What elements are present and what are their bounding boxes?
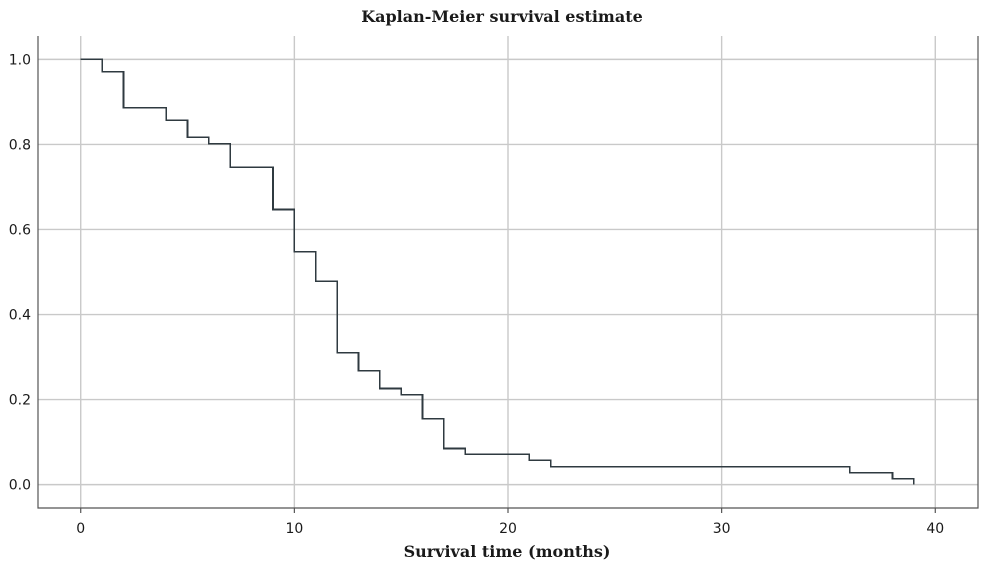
y-tick-label-4: 0.8 bbox=[9, 137, 31, 153]
y-tick-label-5: 1.0 bbox=[9, 52, 31, 68]
y-tick-label-0: 0.0 bbox=[9, 478, 31, 494]
x-tick-label-4: 40 bbox=[926, 521, 944, 537]
chart-title: Kaplan-Meier survival estimate bbox=[361, 7, 643, 26]
survival-curve-0 bbox=[80, 58, 915, 485]
x-axis-label: Survival time (months) bbox=[404, 542, 611, 561]
axes bbox=[37, 36, 979, 513]
x-tick-label-2: 20 bbox=[499, 521, 517, 537]
y-tick-label-3: 0.6 bbox=[9, 222, 31, 238]
x-tick-label-3: 30 bbox=[713, 521, 731, 537]
grid bbox=[38, 36, 978, 508]
x-tick-label-1: 10 bbox=[285, 521, 303, 537]
x-tick-label-0: 0 bbox=[76, 521, 85, 537]
tick-labels: 0 10 20 30 40 0.0 0.2 0.4 0.6 0.8 1.0 bbox=[9, 52, 944, 537]
y-tick-label-1: 0.2 bbox=[9, 393, 31, 409]
series-layer bbox=[80, 58, 915, 485]
y-tick-label-2: 0.4 bbox=[9, 308, 31, 324]
